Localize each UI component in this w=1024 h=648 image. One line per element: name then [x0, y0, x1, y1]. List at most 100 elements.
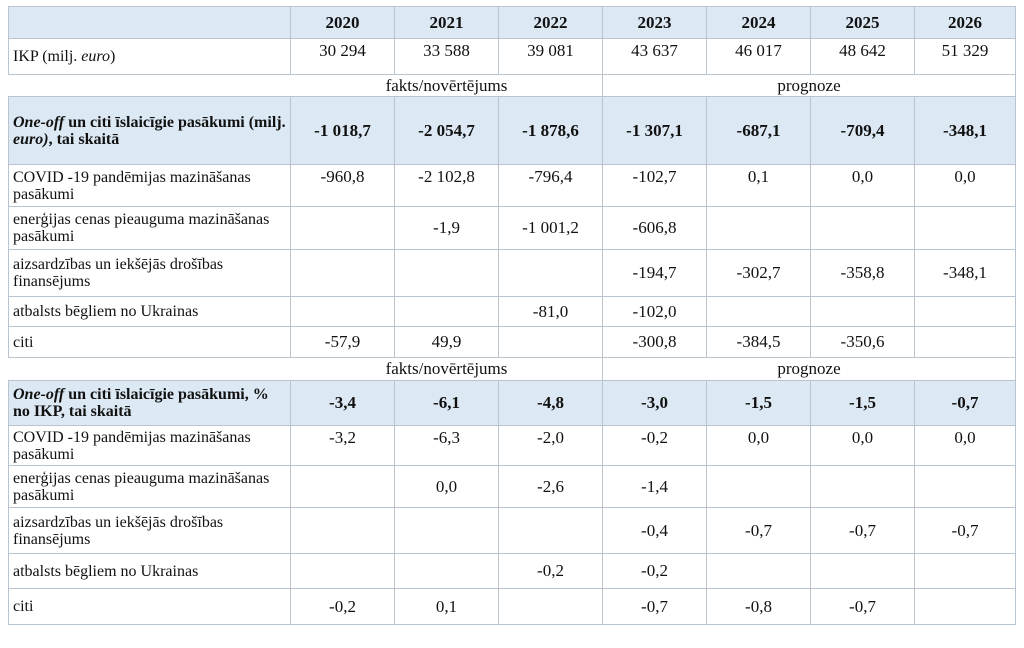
- value-cell: [290, 507, 395, 554]
- value-cell: -102,7: [602, 164, 707, 207]
- value-cell: 51 329: [914, 38, 1016, 75]
- value-cell: [290, 296, 395, 327]
- value-cell: -0,7: [914, 380, 1016, 426]
- value-cell: -0,8: [706, 588, 811, 625]
- fact-estimate-label: fakts/novērtējums: [290, 357, 603, 381]
- one-off-measures-table: 2020 2021 2022 2023 2024 2025 2026 IKP (milj. e…: [8, 6, 1016, 625]
- measure-label: COVID -19 pandēmijas mazināšanas pasākum…: [8, 164, 291, 207]
- value-cell: 48 642: [810, 38, 915, 75]
- header-row: 2020 2021 2022 2023 2024 2025 2026: [8, 6, 1016, 39]
- measure-row: citi -0,2 0,1 -0,7 -0,8 -0,7: [8, 588, 1016, 625]
- total-label-end: , tai skaitā: [48, 130, 120, 148]
- year-header: 2025: [810, 6, 915, 39]
- gdp-label: IKP (milj. euro): [8, 38, 291, 75]
- measure-row: COVID -19 pandēmijas mazināšanas pasākum…: [8, 164, 1016, 207]
- total-label-em: One-off: [13, 113, 65, 131]
- value-cell: 0,0: [810, 425, 915, 466]
- value-cell: [498, 249, 603, 297]
- total-label-unit: euro): [13, 130, 49, 148]
- value-cell: -0,2: [290, 588, 395, 625]
- value-cell: -6,1: [394, 380, 499, 426]
- value-cell: -796,4: [498, 164, 603, 207]
- value-cell: 0,0: [394, 465, 499, 508]
- measure-label: aizsardzības un iekšējās drošības finans…: [8, 249, 291, 297]
- measure-row: citi -57,9 49,9 -300,8 -384,5 -350,6: [8, 326, 1016, 358]
- value-cell: [290, 206, 395, 250]
- value-cell: 33 588: [394, 38, 499, 75]
- measure-label: citi: [8, 588, 291, 625]
- section2-total-row: One-off un citi īslaicīgie pasākumi, % n…: [8, 380, 1016, 426]
- value-cell: -0,2: [602, 425, 707, 466]
- value-cell: [706, 465, 811, 508]
- value-cell: [394, 249, 499, 297]
- value-cell: 43 637: [602, 38, 707, 75]
- value-cell: -606,8: [602, 206, 707, 250]
- value-cell: -1 307,1: [602, 96, 707, 165]
- value-cell: -0,7: [602, 588, 707, 625]
- value-cell: [498, 507, 603, 554]
- value-cell: 0,0: [914, 164, 1016, 207]
- section1-total-row: One-off un citi īslaicīgie pasākumi (mil…: [8, 96, 1016, 165]
- value-cell: [810, 296, 915, 327]
- subheader-blank: [8, 74, 291, 97]
- gdp-row: IKP (milj. euro) 30 294 33 588 39 081 43 637…: [8, 38, 1016, 75]
- value-cell: -194,7: [602, 249, 707, 297]
- measure-label: COVID -19 pandēmijas mazināšanas pasākum…: [8, 425, 291, 466]
- value-cell: -0,4: [602, 507, 707, 554]
- section2-subheader-row: fakts/novērtējums prognoze: [8, 357, 1016, 381]
- forecast-label: prognoze: [602, 74, 1016, 97]
- value-cell: -384,5: [706, 326, 811, 358]
- value-cell: -687,1: [706, 96, 811, 165]
- measure-label: citi: [8, 326, 291, 358]
- measure-row: enerģijas cenas pieauguma mazināšanas pa…: [8, 206, 1016, 250]
- fact-estimate-label: fakts/novērtējums: [290, 74, 603, 97]
- subheader-blank: [8, 357, 291, 381]
- value-cell: -960,8: [290, 164, 395, 207]
- value-cell: -1 001,2: [498, 206, 603, 250]
- value-cell: 0,0: [914, 425, 1016, 466]
- measure-label: atbalsts bēgliem no Ukrainas: [8, 296, 291, 327]
- year-header: 2026: [914, 6, 1016, 39]
- value-cell: 0,0: [810, 164, 915, 207]
- value-cell: [290, 553, 395, 589]
- value-cell: [498, 326, 603, 358]
- value-cell: -1,4: [602, 465, 707, 508]
- value-cell: -709,4: [810, 96, 915, 165]
- value-cell: [914, 296, 1016, 327]
- value-cell: [810, 206, 915, 250]
- value-cell: -0,7: [706, 507, 811, 554]
- value-cell: -1,5: [706, 380, 811, 426]
- value-cell: -2 054,7: [394, 96, 499, 165]
- value-cell: -0,7: [810, 588, 915, 625]
- value-cell: -358,8: [810, 249, 915, 297]
- value-cell: -1,9: [394, 206, 499, 250]
- measure-row: COVID -19 pandēmijas mazināšanas pasākum…: [8, 425, 1016, 466]
- value-cell: -0,7: [914, 507, 1016, 554]
- value-cell: -3,0: [602, 380, 707, 426]
- value-cell: 30 294: [290, 38, 395, 75]
- measure-label: aizsardzības un iekšējās drošības finans…: [8, 507, 291, 554]
- value-cell: -3,4: [290, 380, 395, 426]
- value-cell: 46 017: [706, 38, 811, 75]
- gdp-label-text: IKP (milj.: [13, 48, 82, 65]
- value-cell: [810, 465, 915, 508]
- value-cell: -2,6: [498, 465, 603, 508]
- measure-label: enerģijas cenas pieauguma mazināšanas pa…: [8, 206, 291, 250]
- year-header: 2023: [602, 6, 707, 39]
- gdp-label-unit: euro: [81, 48, 111, 65]
- value-cell: -3,2: [290, 425, 395, 466]
- value-cell: -348,1: [914, 96, 1016, 165]
- value-cell: -0,7: [810, 507, 915, 554]
- value-cell: -6,3: [394, 425, 499, 466]
- year-header: 2024: [706, 6, 811, 39]
- measure-label: atbalsts bēgliem no Ukrainas: [8, 553, 291, 589]
- year-header: 2022: [498, 6, 603, 39]
- value-cell: -4,8: [498, 380, 603, 426]
- value-cell: -102,0: [602, 296, 707, 327]
- year-header: 2020: [290, 6, 395, 39]
- total-label: One-off un citi īslaicīgie pasākumi, % n…: [8, 380, 291, 426]
- value-cell: -57,9: [290, 326, 395, 358]
- measure-row: atbalsts bēgliem no Ukrainas -81,0 -102,0: [8, 296, 1016, 327]
- value-cell: -1 018,7: [290, 96, 395, 165]
- value-cell: -2,0: [498, 425, 603, 466]
